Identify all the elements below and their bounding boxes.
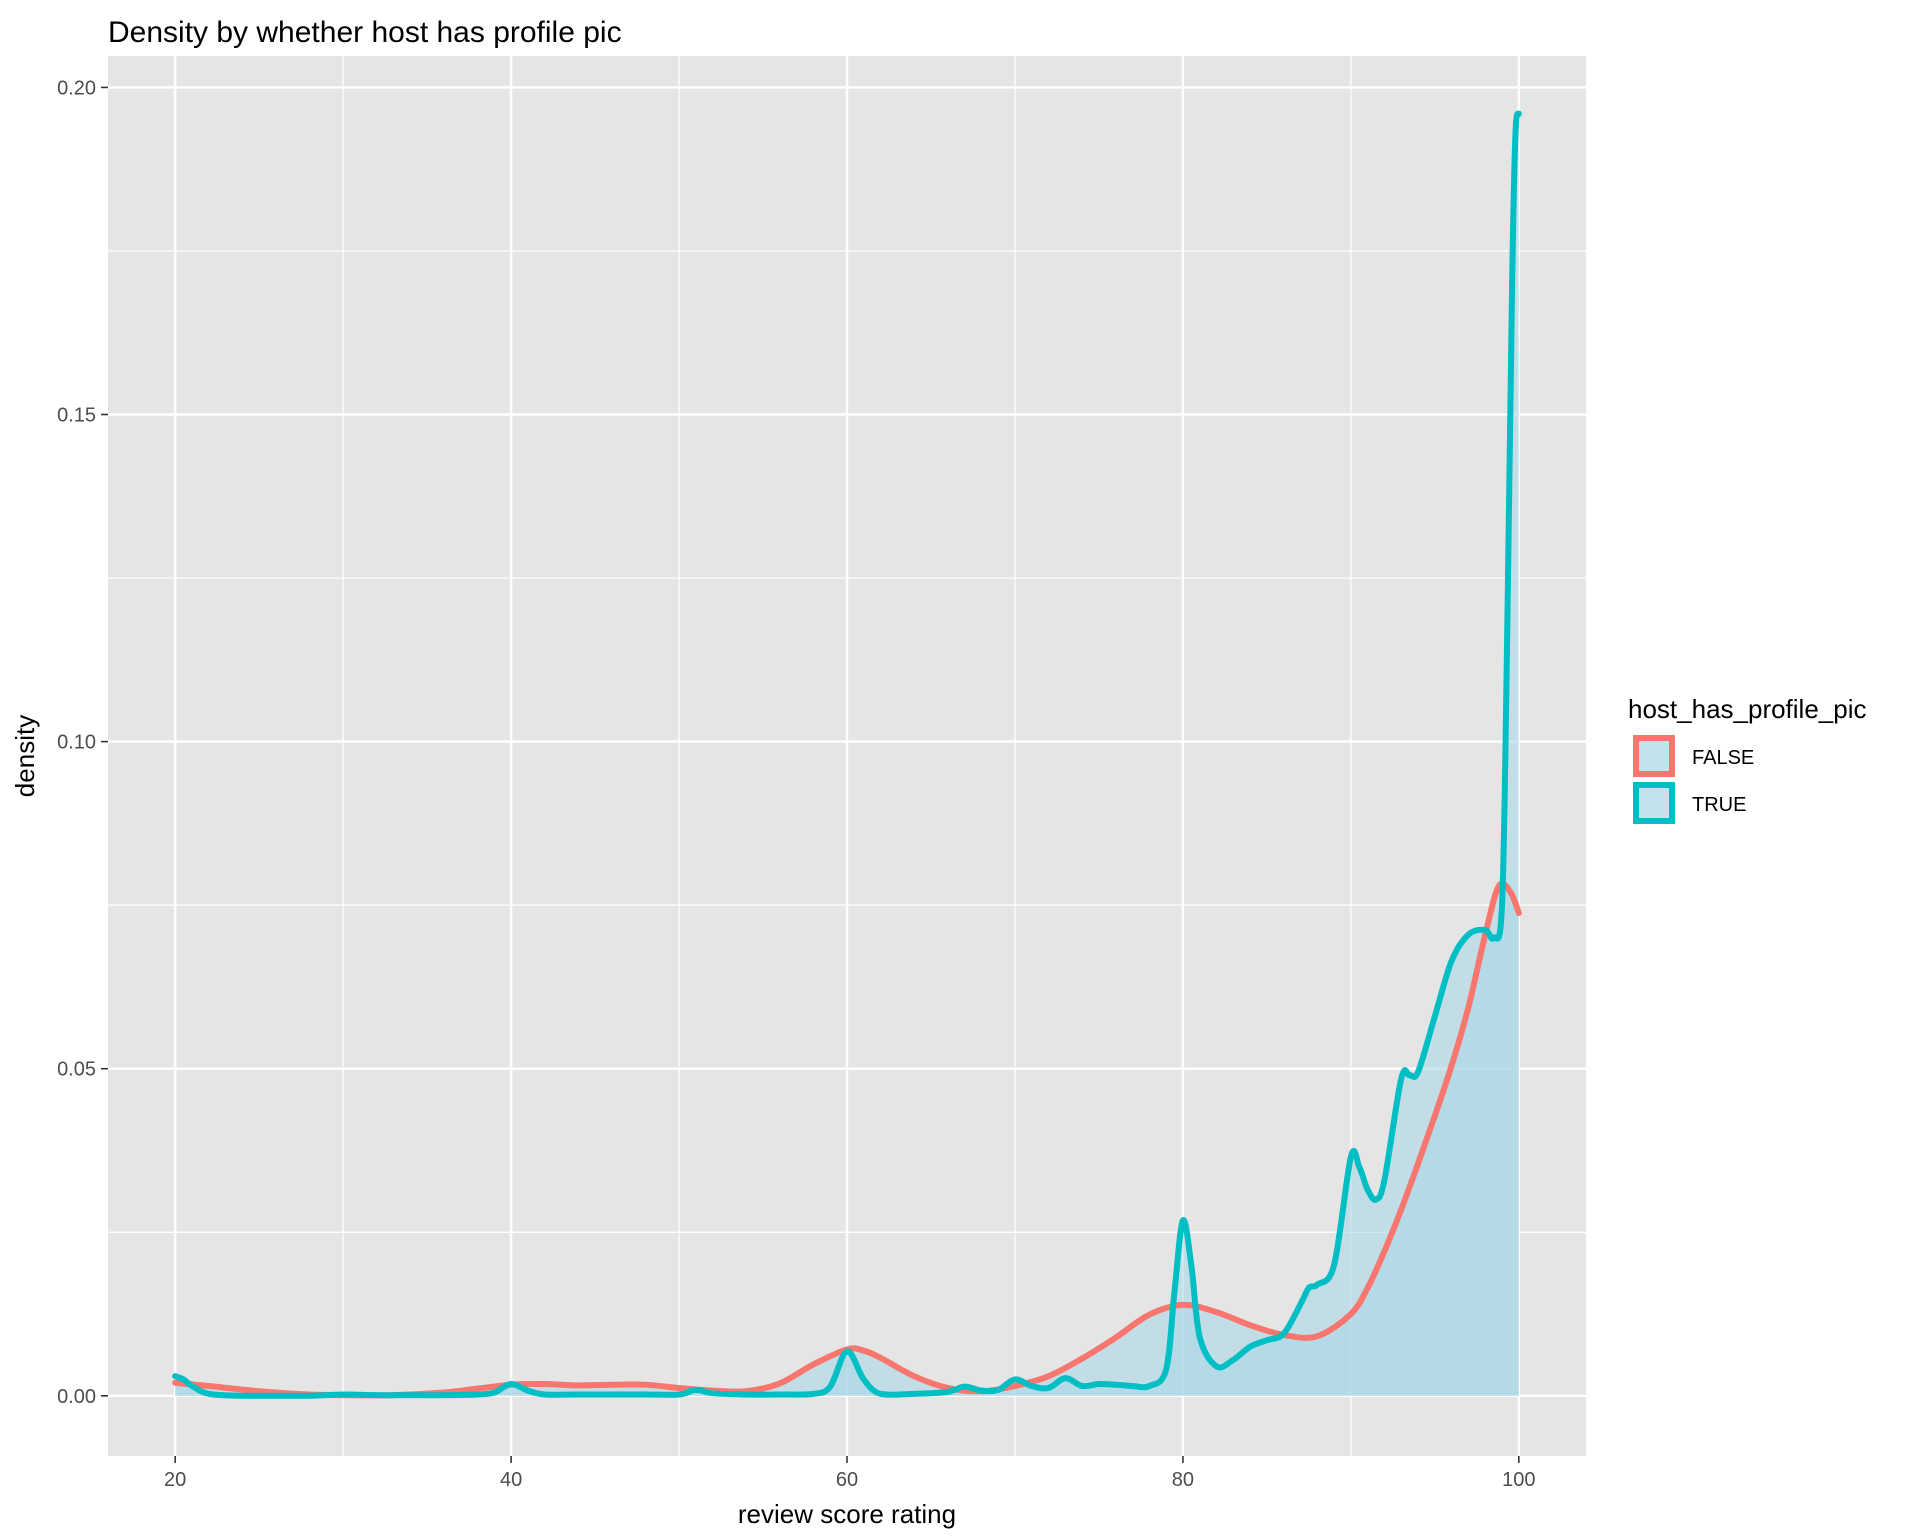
density-line-true (172, 110, 1522, 1399)
x-axis-title: review score rating (738, 1499, 956, 1529)
legend-label-false: FALSE (1692, 747, 1754, 769)
density-lines (172, 110, 1522, 1399)
x-tick-label: 20 (164, 1469, 186, 1491)
legend-key-false (1633, 735, 1675, 777)
y-tick-label: 0.10 (57, 732, 96, 754)
y-tick-label: 0.20 (57, 77, 96, 99)
legend-label-true: TRUE (1692, 794, 1746, 816)
x-tick-label: 80 (1172, 1469, 1194, 1491)
legend-title: host_has_profile_pic (1628, 694, 1867, 724)
y-axis-title: density (10, 715, 40, 797)
chart-title: Density by whether host has profile pic (108, 16, 622, 49)
density-line-false (172, 880, 1522, 1399)
major-gridlines (108, 56, 1586, 1456)
x-axis: 20 40 60 80 100 (164, 1456, 1536, 1491)
x-tick-label: 100 (1502, 1469, 1535, 1491)
y-tick-label: 0.15 (57, 405, 96, 427)
legend-key-true (1633, 782, 1675, 824)
density-fill-true (175, 113, 1519, 1396)
legend: host_has_profile_pic FALSE TRUE (1628, 694, 1867, 824)
y-tick-label: 0.05 (57, 1059, 96, 1081)
y-tick-label: 0.00 (57, 1386, 96, 1408)
x-tick-label: 40 (500, 1469, 522, 1491)
x-tick-label: 60 (836, 1469, 858, 1491)
density-fills (175, 113, 1519, 1396)
y-axis: 0.00 0.05 0.10 0.15 0.20 (57, 77, 108, 1408)
